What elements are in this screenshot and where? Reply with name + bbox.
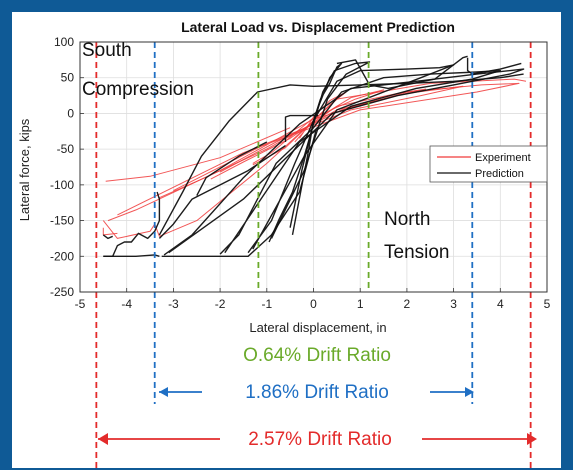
figure-panel: Lateral Load vs. Displacement Prediction… bbox=[12, 12, 561, 468]
reference-lines bbox=[95, 42, 532, 468]
legend: Experiment Prediction bbox=[429, 145, 548, 183]
prediction-curve bbox=[102, 234, 113, 240]
drift-label-green: O.64% Drift Ratio bbox=[243, 345, 391, 366]
experiment-curve bbox=[105, 127, 291, 182]
x-tick-label: 2 bbox=[404, 297, 411, 311]
x-axis-label: Lateral displacement, in bbox=[249, 320, 386, 335]
hysteresis-chart: Lateral Load vs. Displacement Prediction… bbox=[17, 19, 551, 468]
south-label: South bbox=[82, 40, 132, 61]
prediction-curve bbox=[158, 73, 524, 236]
prediction-curve bbox=[163, 68, 525, 256]
x-tick-label: -4 bbox=[121, 297, 132, 311]
compression-label: Compression bbox=[82, 79, 194, 100]
prediction-curve bbox=[103, 254, 160, 258]
drift-label-blue: 1.86% Drift Ratio bbox=[245, 382, 389, 403]
y-tick-label: 0 bbox=[67, 106, 74, 120]
y-tick-label: 100 bbox=[54, 35, 74, 49]
experiment-curve bbox=[159, 85, 464, 199]
prediction-curve bbox=[219, 69, 501, 255]
x-tick-label: -1 bbox=[261, 297, 272, 311]
y-tick-label: -100 bbox=[50, 178, 74, 192]
ticks: -5 -4 -3 -2 -1 0 1 2 3 4 5 100 50 0 -50 -100 -150 -200 -25… bbox=[50, 35, 551, 311]
x-tick-label: -2 bbox=[215, 297, 226, 311]
north-label: North bbox=[384, 209, 430, 230]
x-tick-label: -3 bbox=[168, 297, 179, 311]
x-tick-label: 3 bbox=[450, 297, 457, 311]
tension-label: Tension bbox=[384, 242, 450, 263]
prediction-curve bbox=[103, 191, 161, 258]
y-tick-label: -200 bbox=[50, 249, 74, 263]
prediction-curve bbox=[196, 141, 268, 196]
x-tick-label: 1 bbox=[357, 297, 364, 311]
y-axis-label: Lateral force, kips bbox=[17, 118, 32, 221]
x-tick-label: 0 bbox=[310, 297, 317, 311]
prediction-curve bbox=[247, 64, 455, 254]
x-tick-label: 4 bbox=[497, 297, 504, 311]
y-tick-label: -250 bbox=[50, 285, 74, 299]
prediction-curve bbox=[161, 131, 317, 258]
legend-label-prediction: Prediction bbox=[475, 168, 524, 180]
x-tick-label: -5 bbox=[75, 297, 86, 311]
prediction-curve bbox=[284, 114, 319, 142]
prediction-curve bbox=[158, 145, 286, 239]
prediction-curve bbox=[336, 55, 468, 90]
y-tick-label: -150 bbox=[50, 214, 74, 228]
prediction-curve bbox=[268, 61, 371, 243]
y-tick-label: 50 bbox=[61, 71, 75, 85]
drift-label-red: 2.57% Drift Ratio bbox=[248, 429, 392, 450]
curves bbox=[102, 55, 527, 258]
x-tick-label: 5 bbox=[544, 297, 551, 311]
drift-arrow-blue bbox=[159, 387, 474, 397]
y-tick-label: -50 bbox=[57, 142, 75, 156]
experiment-curve bbox=[210, 88, 427, 180]
legend-label-experiment: Experiment bbox=[475, 152, 531, 164]
legend-box bbox=[429, 145, 548, 183]
chart-title: Lateral Load vs. Displacement Prediction bbox=[181, 19, 455, 35]
drift-arrow-red bbox=[98, 433, 537, 445]
